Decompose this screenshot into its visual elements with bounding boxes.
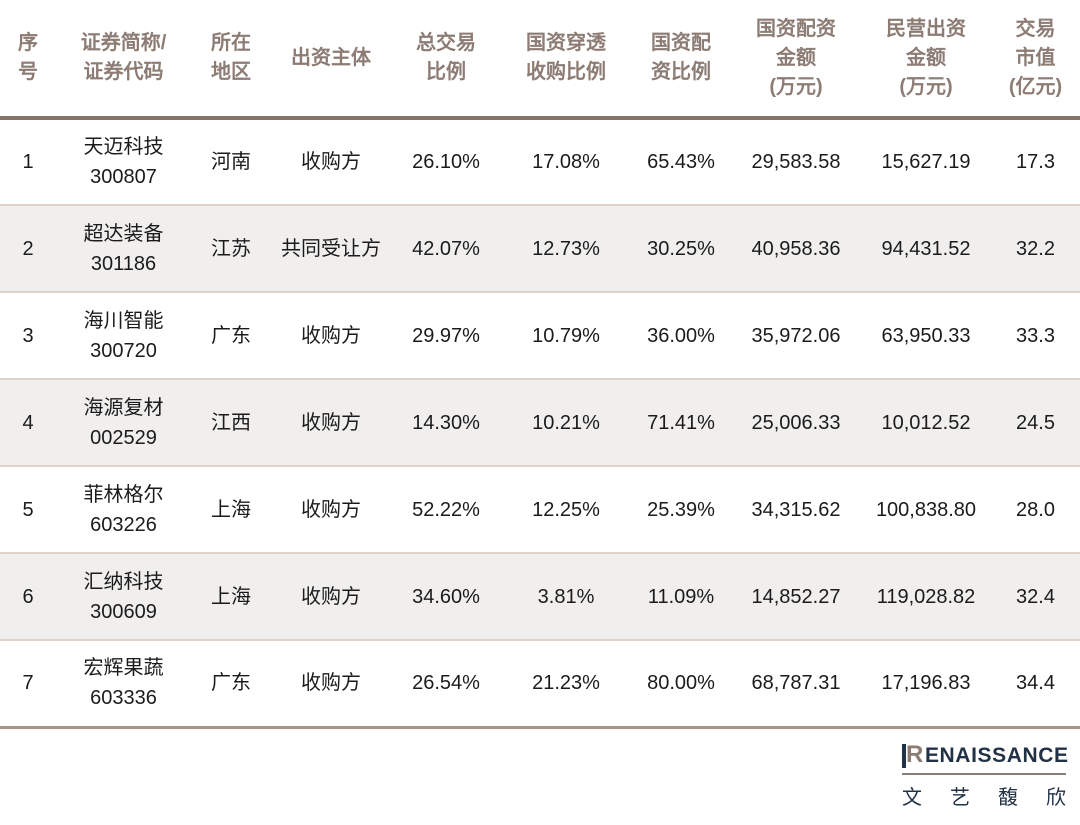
table-cell: 江西 (191, 378, 271, 466)
table-row: 6 汇纳科技 300609 上海 收购方 34.60% 3.81% 11.09% 14,852… (0, 552, 1080, 640)
table-cell: 广东 (191, 291, 271, 379)
table-cell: 63,950.33 (861, 291, 991, 379)
table-cell: 收购方 (301, 151, 361, 173)
table-cell: 14,852.27 (731, 552, 861, 640)
logo-wordmark: R ENAISSANCE (902, 741, 1069, 775)
table-cell: 收购方 (271, 639, 391, 729)
table-cell: 天迈科技 300807 (83, 136, 164, 188)
table-cell: 24.5 (991, 378, 1080, 466)
table-cell: 65.43% (647, 151, 715, 173)
table-cell: 32.2 (991, 204, 1080, 292)
table-cell: 上海 (191, 552, 271, 640)
table-cell: 14.30% (391, 378, 501, 466)
table-cell: 35,972.06 (731, 291, 861, 379)
deals-table: 序 号 证券简称/ 证券代码 所在 地区 出资主体 总交易 比例 国资穿透 收购… (0, 0, 1080, 729)
table-cell: 10.21% (501, 378, 631, 466)
table-cell: 36.00% (631, 291, 731, 379)
table-cell: 河南 (211, 151, 251, 173)
table-cell: 菲林格尔 603226 (56, 465, 191, 553)
table-cell: 80.00% (631, 639, 731, 729)
table-cell: 21.23% (501, 639, 631, 729)
table-cell: 15,627.19 (881, 151, 971, 173)
table-cell: 25.39% (631, 465, 731, 553)
table-cell: 17,196.83 (861, 639, 991, 729)
table-cell: 34.60% (391, 552, 501, 640)
table-cell: 5 (0, 465, 56, 553)
table-header-row: 序 号 证券简称/ 证券代码 所在 地区 出资主体 总交易 比例 国资穿透 收购… (0, 0, 1080, 120)
table-cell: 收购方 (271, 552, 391, 640)
column-header-region: 所在 地区 (191, 0, 271, 120)
table-cell: 12.25% (501, 465, 631, 553)
logo-wordmark-text: ENAISSANCE (924, 743, 1069, 767)
table-cell: 2 (0, 204, 56, 292)
table-cell: 收购方 (271, 378, 391, 466)
renaissance-logo: R ENAISSANCE 文艺馥欣 (902, 741, 1069, 810)
column-header-soe-amount: 国资配资 金额 (万元) (731, 0, 861, 120)
table-cell: 29.97% (391, 291, 501, 379)
table-cell: 25,006.33 (731, 378, 861, 466)
table-cell: 40,958.36 (731, 204, 861, 292)
table-row: 1 天迈科技 300807 河南 收购方 26.10% 17.08% 65.43% 29,58… (0, 118, 1080, 205)
table-cell: 42.07% (391, 204, 501, 292)
table-cell: 119,028.82 (861, 552, 991, 640)
table-cell: 52.22% (391, 465, 501, 553)
table-row: 3 海川智能 300720 广东 收购方 29.97% 10.79% 36.00% 35,97… (0, 291, 1080, 379)
table-row: 5 菲林格尔 603226 上海 收购方 52.22% 12.25% 25.39% 34,31… (0, 465, 1080, 553)
table-cell: 68,787.31 (731, 639, 861, 729)
table-cell: 广东 (191, 639, 271, 729)
table-cell: 1 (22, 151, 34, 173)
table-cell: 收购方 (271, 465, 391, 553)
column-header-soe-lookthrough-ratio: 国资穿透 收购比例 (501, 0, 631, 120)
table-cell: 上海 (191, 465, 271, 553)
column-header-total-deal-ratio: 总交易 比例 (391, 0, 501, 120)
table-cell: 28.0 (991, 465, 1080, 553)
table-row: 2 超达装备 301186 江苏 共同受让方 42.07% 12.73% 30.25% 40,… (0, 204, 1080, 292)
table-cell: 26.10% (412, 151, 480, 173)
table-cell: 34.4 (991, 639, 1080, 729)
table-cell: 30.25% (631, 204, 731, 292)
footer: R ENAISSANCE 文艺馥欣 (0, 729, 1080, 809)
table-cell: 29,583.58 (751, 151, 841, 173)
table-cell: 超达装备 301186 (56, 204, 191, 292)
table-cell: 33.3 (991, 291, 1080, 379)
table-cell: 收购方 (271, 291, 391, 379)
table-cell: 26.54% (391, 639, 501, 729)
logo-r-mark-icon: R (902, 741, 924, 769)
table-cell: 71.41% (631, 378, 731, 466)
table-cell: 共同受让方 (271, 204, 391, 292)
logo-chinese-name: 文艺馥欣 (902, 786, 1066, 809)
table-cell: 17.08% (532, 151, 600, 173)
table-cell: 汇纳科技 300609 (56, 552, 191, 640)
table-row: 7 宏辉果蔬 603336 广东 收购方 26.54% 21.23% 80.00% 68,78… (0, 639, 1080, 729)
column-header-deal-value: 交易 市值 (亿元) (991, 0, 1080, 120)
table-cell: 100,838.80 (861, 465, 991, 553)
table-cell: 海川智能 300720 (56, 291, 191, 379)
table-cell: 11.09% (631, 552, 731, 640)
table-cell: 34,315.62 (731, 465, 861, 553)
table-cell: 10.79% (501, 291, 631, 379)
table-cell: 6 (0, 552, 56, 640)
table-cell: 3.81% (501, 552, 631, 640)
table-cell: 4 (0, 378, 56, 466)
table-cell: 7 (0, 639, 56, 729)
column-header-security: 证券简称/ 证券代码 (56, 0, 191, 120)
column-header-soe-funding-ratio: 国资配 资比例 (631, 0, 731, 120)
column-header-entity: 出资主体 (271, 0, 391, 120)
table-cell: 32.4 (991, 552, 1080, 640)
table-cell: 宏辉果蔬 603336 (56, 639, 191, 729)
column-header-private-amount: 民营出资 金额 (万元) (861, 0, 991, 120)
table-cell: 12.73% (501, 204, 631, 292)
table-cell: 10,012.52 (861, 378, 991, 466)
column-header-seq: 序 号 (0, 0, 56, 120)
table-cell: 3 (0, 291, 56, 379)
table-cell: 海源复材 002529 (56, 378, 191, 466)
table-body: 1 天迈科技 300807 河南 收购方 26.10% 17.08% 65.43% 29,58… (0, 118, 1080, 729)
table-cell: 江苏 (191, 204, 271, 292)
table-cell: 17.3 (1016, 151, 1055, 173)
table-row: 4 海源复材 002529 江西 收购方 14.30% 10.21% 71.41% 25,00… (0, 378, 1080, 466)
table-cell: 94,431.52 (861, 204, 991, 292)
